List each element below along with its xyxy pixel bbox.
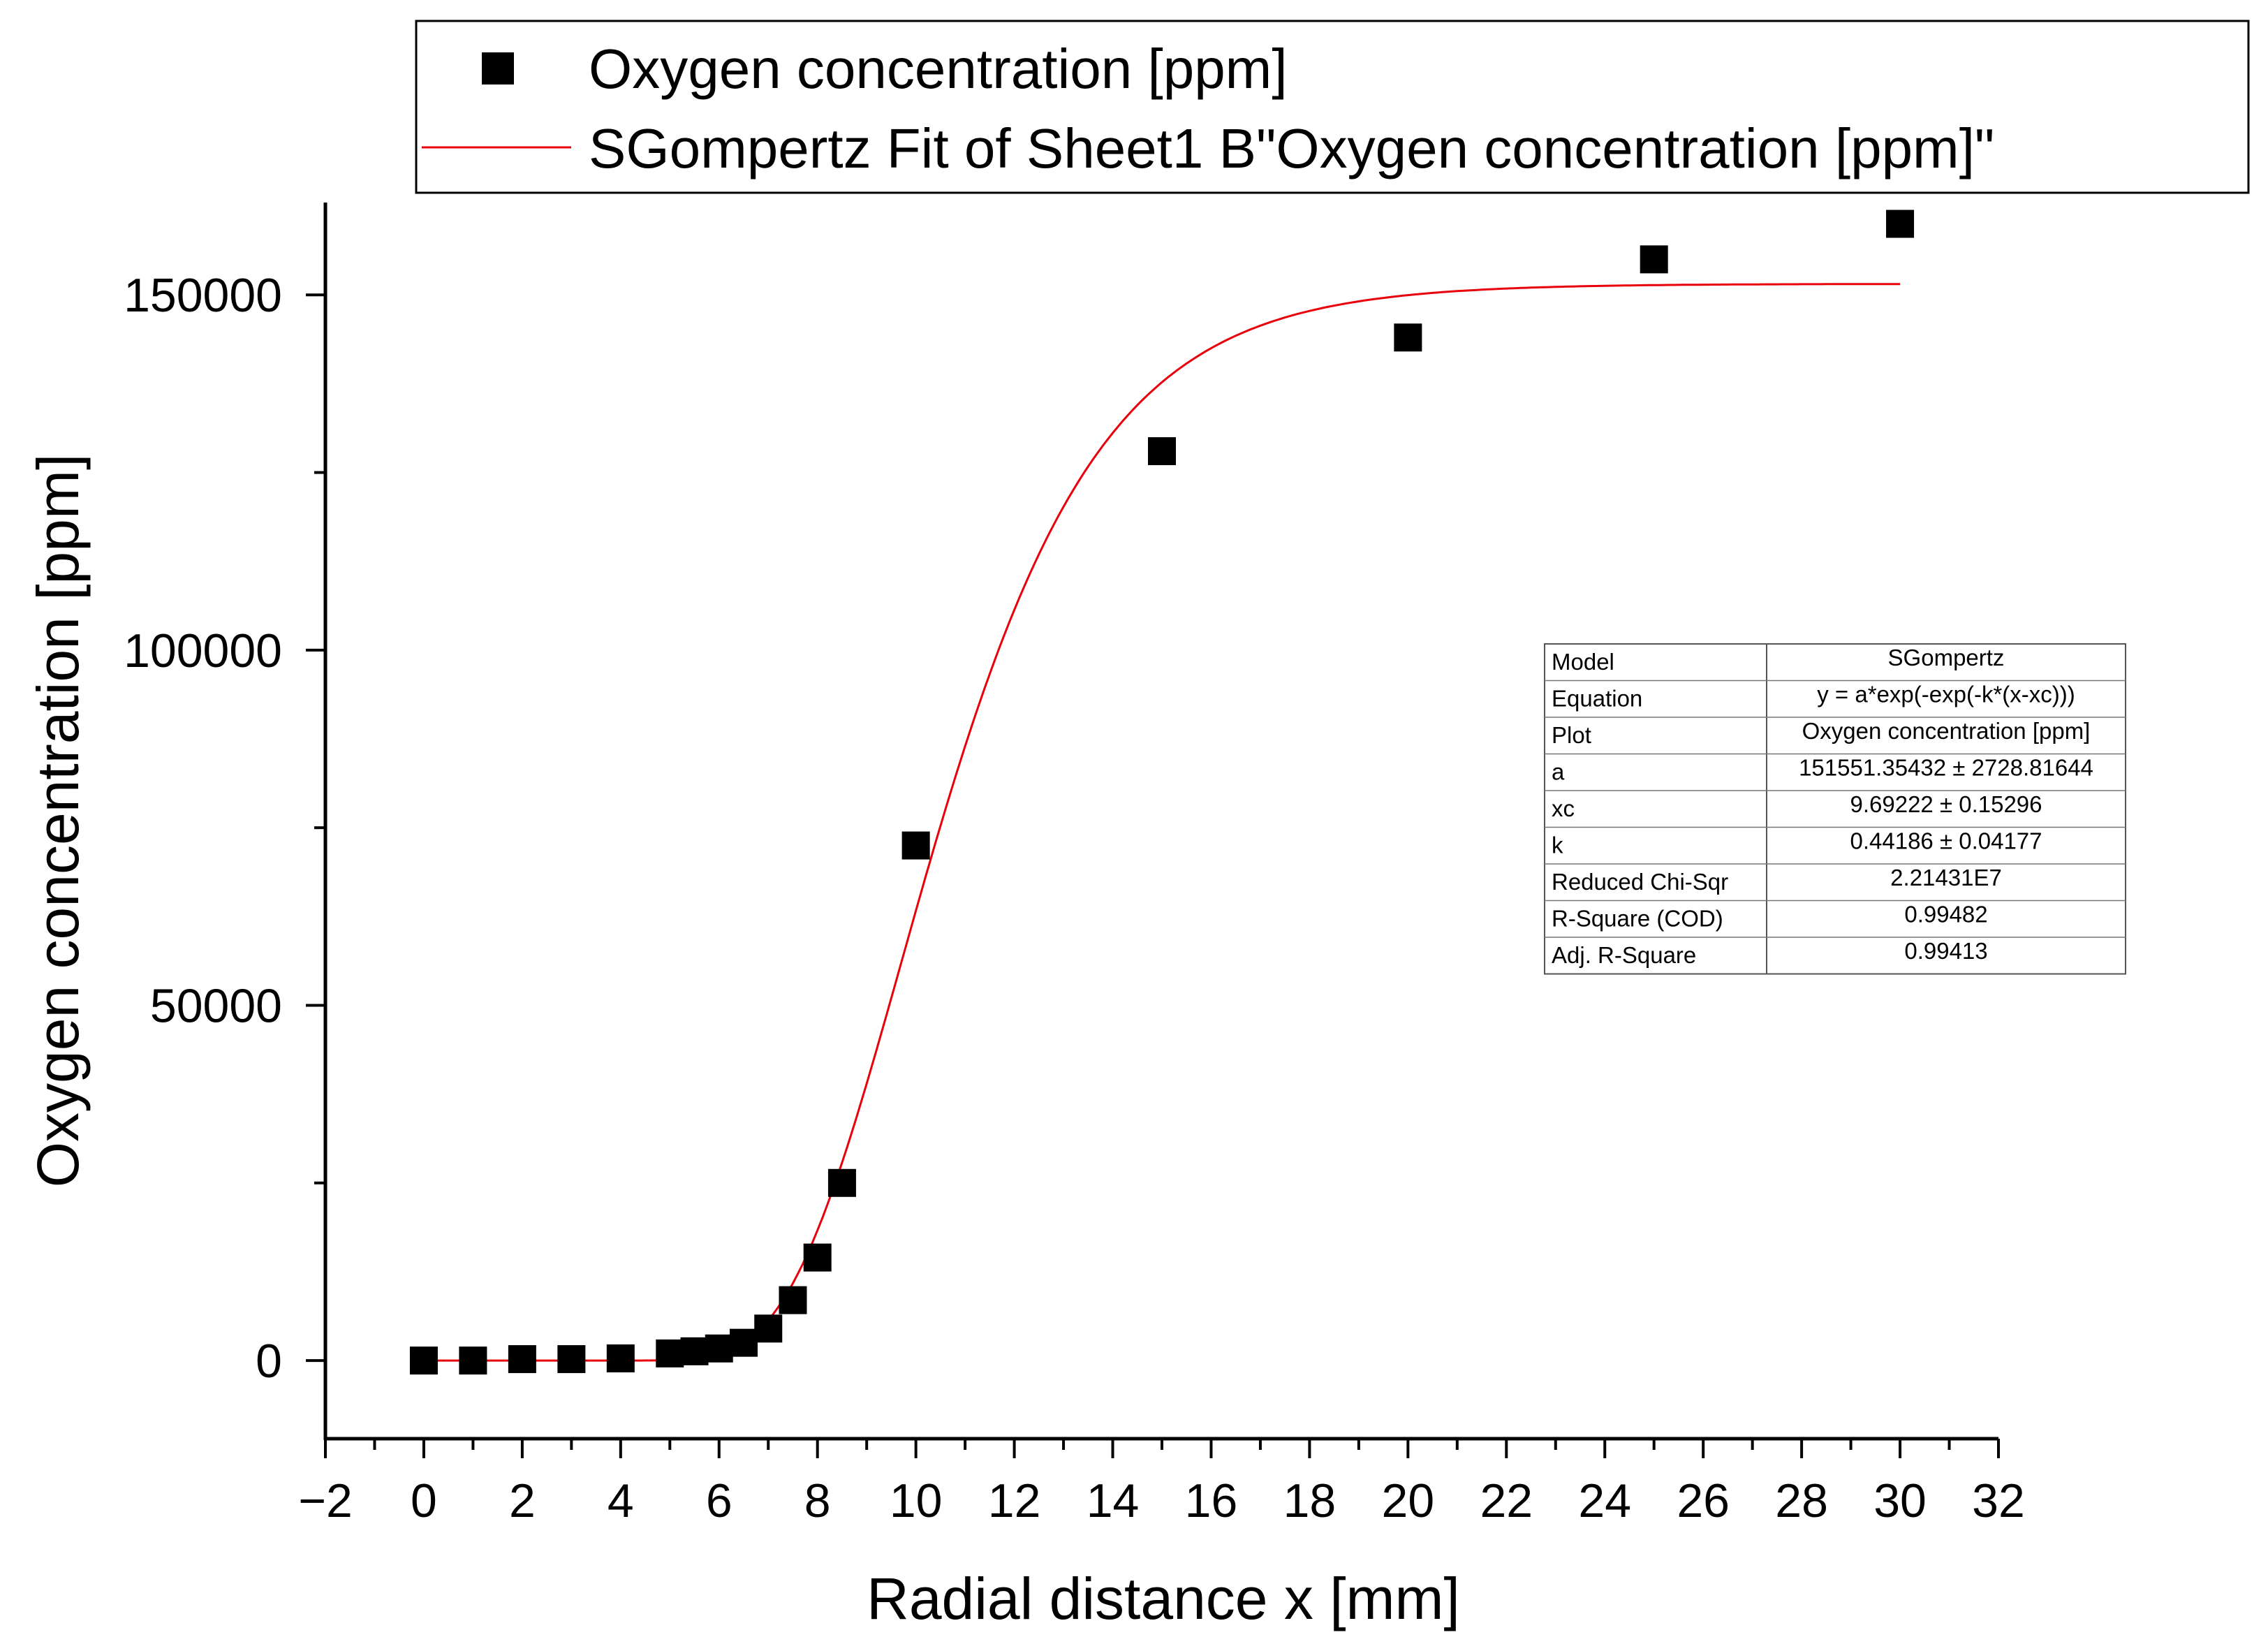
table-cell-value: 0.99413 [1904,938,1987,964]
x-tick-label: 10 [890,1474,943,1527]
y-axis-title: Oxygen concentration [ppm] [25,454,91,1188]
data-point [779,1286,807,1314]
data-point [557,1345,586,1374]
table-cell-label: k [1552,832,1563,858]
x-tick-label: 18 [1283,1474,1336,1527]
data-point [606,1344,635,1373]
data-points [409,210,1915,1375]
x-tick-label: 2 [509,1474,536,1527]
table-cell-label: xc [1552,795,1575,821]
data-point [827,1168,856,1197]
x-tick-label: 14 [1087,1474,1140,1527]
table-cell-label: a [1552,759,1565,785]
table-cell-value: y = a*exp(-exp(-k*(x-xc))) [1817,682,2075,707]
data-point [1640,245,1668,274]
x-tick-label: 6 [706,1474,732,1527]
legend-label-fit: SGompertz Fit of Sheet1 B"Oxygen concent… [589,117,1994,179]
x-tick-label: −2 [298,1474,353,1527]
x-tick-label: 22 [1480,1474,1533,1527]
table-cell-label: Equation [1552,686,1642,712]
table-cell-label: R-Square (COD) [1552,906,1723,932]
x-tick-label: 12 [988,1474,1041,1527]
y-tick-label: 100000 [124,624,282,677]
data-point [508,1345,536,1374]
x-tick-label: 0 [411,1474,437,1527]
table-cell-value: 0.44186 ± 0.04177 [1850,828,2042,854]
axes: −2 0 2 4 6 8 10 12 14 16 18 20 22 24 26 28 30 32050000100… [124,203,2025,1527]
data-point [754,1314,783,1343]
legend: Oxygen concentration [ppm] SGompertz Fit… [415,20,2250,194]
table-cell-label: Adj. R-Square [1552,942,1696,968]
data-point [680,1337,709,1365]
data-point [656,1339,684,1367]
legend-marker-square [482,52,514,85]
fit-results-table: Model SGompertz Equation y = a*exp(-exp(-k*… [1544,643,2126,975]
legend-box [415,20,2250,194]
table-cell-label: Model [1552,649,1614,675]
x-tick-label: 30 [1873,1474,1927,1527]
data-point [409,1347,438,1375]
data-point [730,1328,758,1357]
table-cell-value: Oxygen concentration [ppm] [1802,718,2091,744]
x-tick-label: 20 [1382,1474,1435,1527]
table-cell-value: SGompertz [1888,645,2005,670]
table-border [1544,643,2126,975]
y-tick-label: 150000 [124,269,282,322]
table-cell-value: 0.99482 [1904,902,1987,927]
x-tick-label: 24 [1578,1474,1631,1527]
table-cell-value: 9.69222 ± 0.15296 [1850,791,2042,817]
data-point [459,1347,487,1375]
x-tick-label: 28 [1775,1474,1828,1527]
y-tick-label: 50000 [150,979,282,1032]
x-tick-label: 4 [608,1474,634,1527]
data-point [901,831,930,860]
x-axis-title: Radial distance x [mm] [867,1566,1460,1631]
y-tick-label: 0 [256,1335,282,1388]
x-tick-label: 8 [804,1474,831,1527]
data-point [803,1243,832,1272]
legend-label-data: Oxygen concentration [ppm] [589,38,1288,100]
table-cell-label: Plot [1552,722,1591,748]
x-tick-label: 16 [1185,1474,1238,1527]
table-cell-value: 151551.35432 ± 2728.81644 [1799,755,2093,781]
x-tick-label: 26 [1677,1474,1730,1527]
table-cell-value: 2.21431E7 [1890,865,2002,890]
data-point [1886,210,1915,238]
data-point [705,1334,733,1363]
table-cell-label: Reduced Chi-Sqr [1552,869,1728,895]
data-point [1394,323,1422,352]
x-tick-label: 32 [1972,1474,2025,1527]
data-point [1148,437,1176,466]
